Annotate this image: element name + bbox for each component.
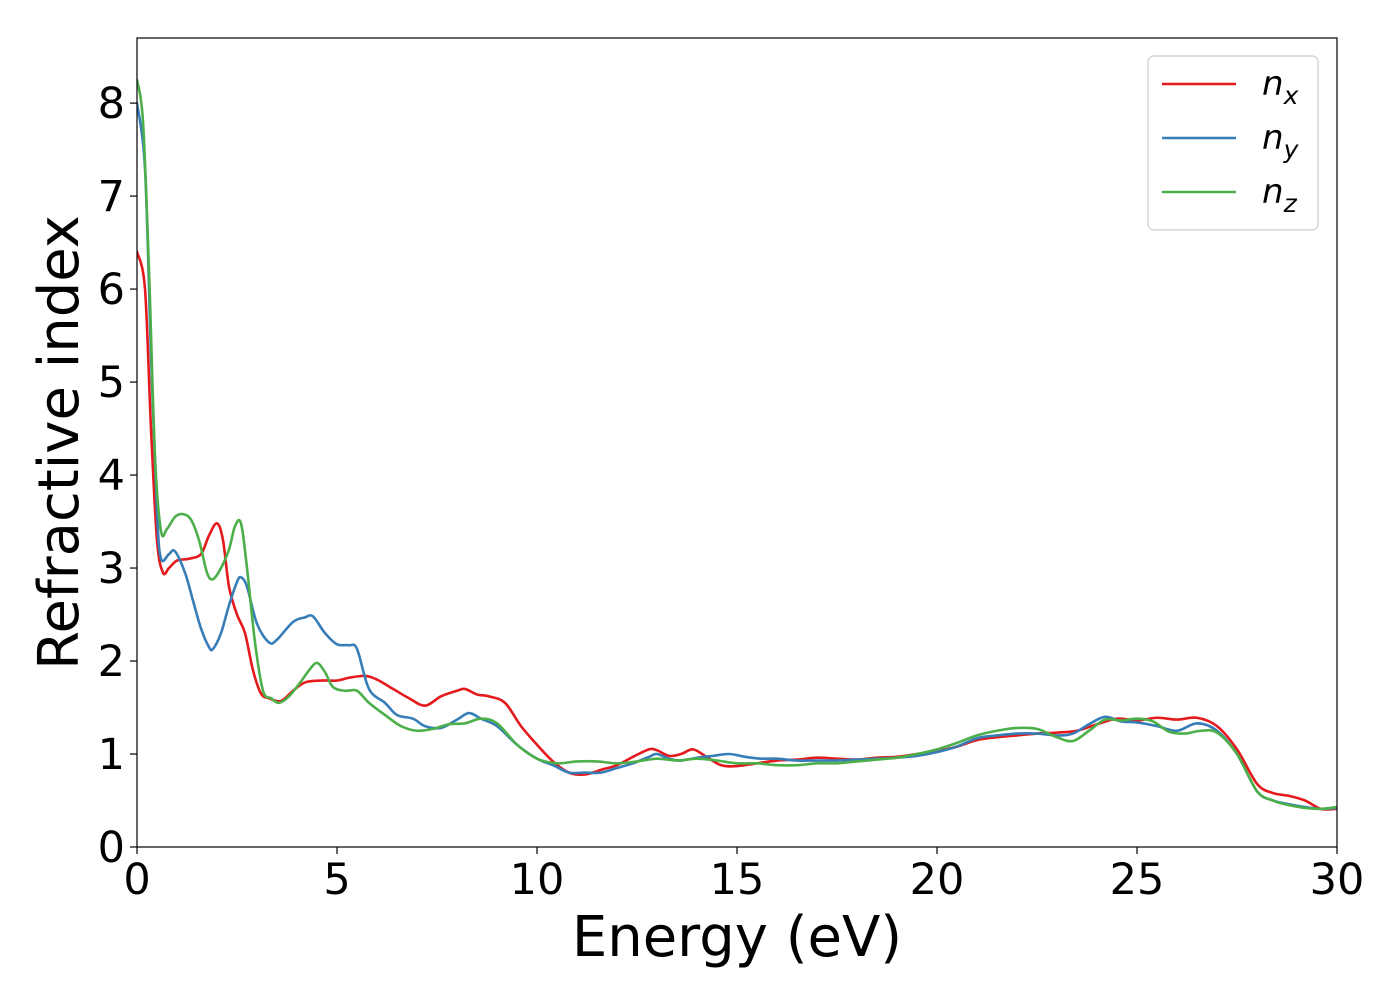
x-axis-title: Energy (eV) bbox=[572, 905, 902, 970]
x-tick-label: 30 bbox=[1310, 855, 1365, 905]
x-tick-label: 5 bbox=[323, 855, 350, 905]
legend-box bbox=[1147, 55, 1319, 231]
y-tick-label: 4 bbox=[98, 451, 125, 501]
y-tick-label: 3 bbox=[98, 544, 125, 594]
legend-label-ny: ny bbox=[1262, 118, 1300, 164]
y-axis-ticks: 0 1 2 3 4 5 6 7 8 bbox=[98, 79, 137, 873]
x-tick-label: 10 bbox=[510, 855, 565, 905]
x-tick-label: 0 bbox=[123, 855, 150, 905]
x-tick-label: 15 bbox=[710, 855, 765, 905]
x-tick-label: 20 bbox=[910, 855, 965, 905]
y-tick-label: 0 bbox=[98, 823, 125, 873]
y-tick-label: 7 bbox=[98, 172, 125, 222]
y-tick-label: 8 bbox=[98, 79, 125, 129]
plot-lines bbox=[137, 78, 1337, 811]
x-axis-ticks: 0 5 10 15 20 25 30 bbox=[123, 847, 1364, 905]
legend-label-nx: nx bbox=[1262, 64, 1299, 110]
y-tick-label: 5 bbox=[98, 358, 125, 408]
y-axis-title: Refractive index bbox=[27, 215, 92, 670]
x-tick-label: 25 bbox=[1110, 855, 1165, 905]
y-tick-label: 1 bbox=[98, 730, 125, 780]
legend: nx ny nz bbox=[1147, 55, 1319, 231]
series-line-nz bbox=[137, 78, 1337, 811]
y-tick-label: 2 bbox=[98, 637, 125, 687]
y-tick-label: 6 bbox=[98, 265, 125, 315]
series-line-ny bbox=[137, 101, 1337, 811]
legend-label-nz: nz bbox=[1262, 172, 1298, 218]
